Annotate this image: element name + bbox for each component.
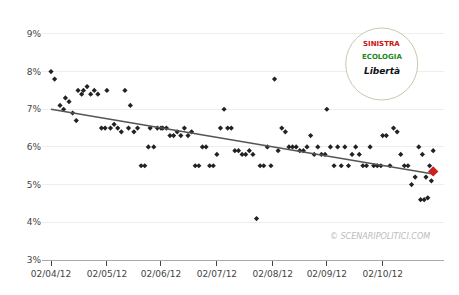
svg-text:02/05/12: 02/05/12 (87, 269, 127, 279)
svg-text:4%: 4% (27, 217, 42, 227)
svg-text:02/09/12: 02/09/12 (307, 269, 347, 279)
svg-text:7%: 7% (27, 104, 42, 114)
svg-text:02/08/12: 02/08/12 (253, 269, 293, 279)
svg-text:Libertà: Libertà (364, 66, 400, 76)
svg-text:02/04/12: 02/04/12 (31, 269, 71, 279)
svg-text:9%: 9% (27, 29, 42, 39)
svg-text:5%: 5% (27, 180, 42, 190)
svg-text:SINISTRA: SINISTRA (363, 40, 400, 48)
svg-text:02/06/12: 02/06/12 (141, 269, 181, 279)
svg-text:© SCENARIPOLITICI.COM: © SCENARIPOLITICI.COM (330, 232, 430, 241)
svg-text:6%: 6% (27, 142, 42, 152)
svg-text:02/10/12: 02/10/12 (362, 269, 402, 279)
svg-text:02/07/12: 02/07/12 (197, 269, 237, 279)
svg-text:3%: 3% (27, 255, 42, 265)
svg-text:8%: 8% (27, 67, 42, 77)
svg-text:ECOLOGIA: ECOLOGIA (362, 53, 402, 61)
